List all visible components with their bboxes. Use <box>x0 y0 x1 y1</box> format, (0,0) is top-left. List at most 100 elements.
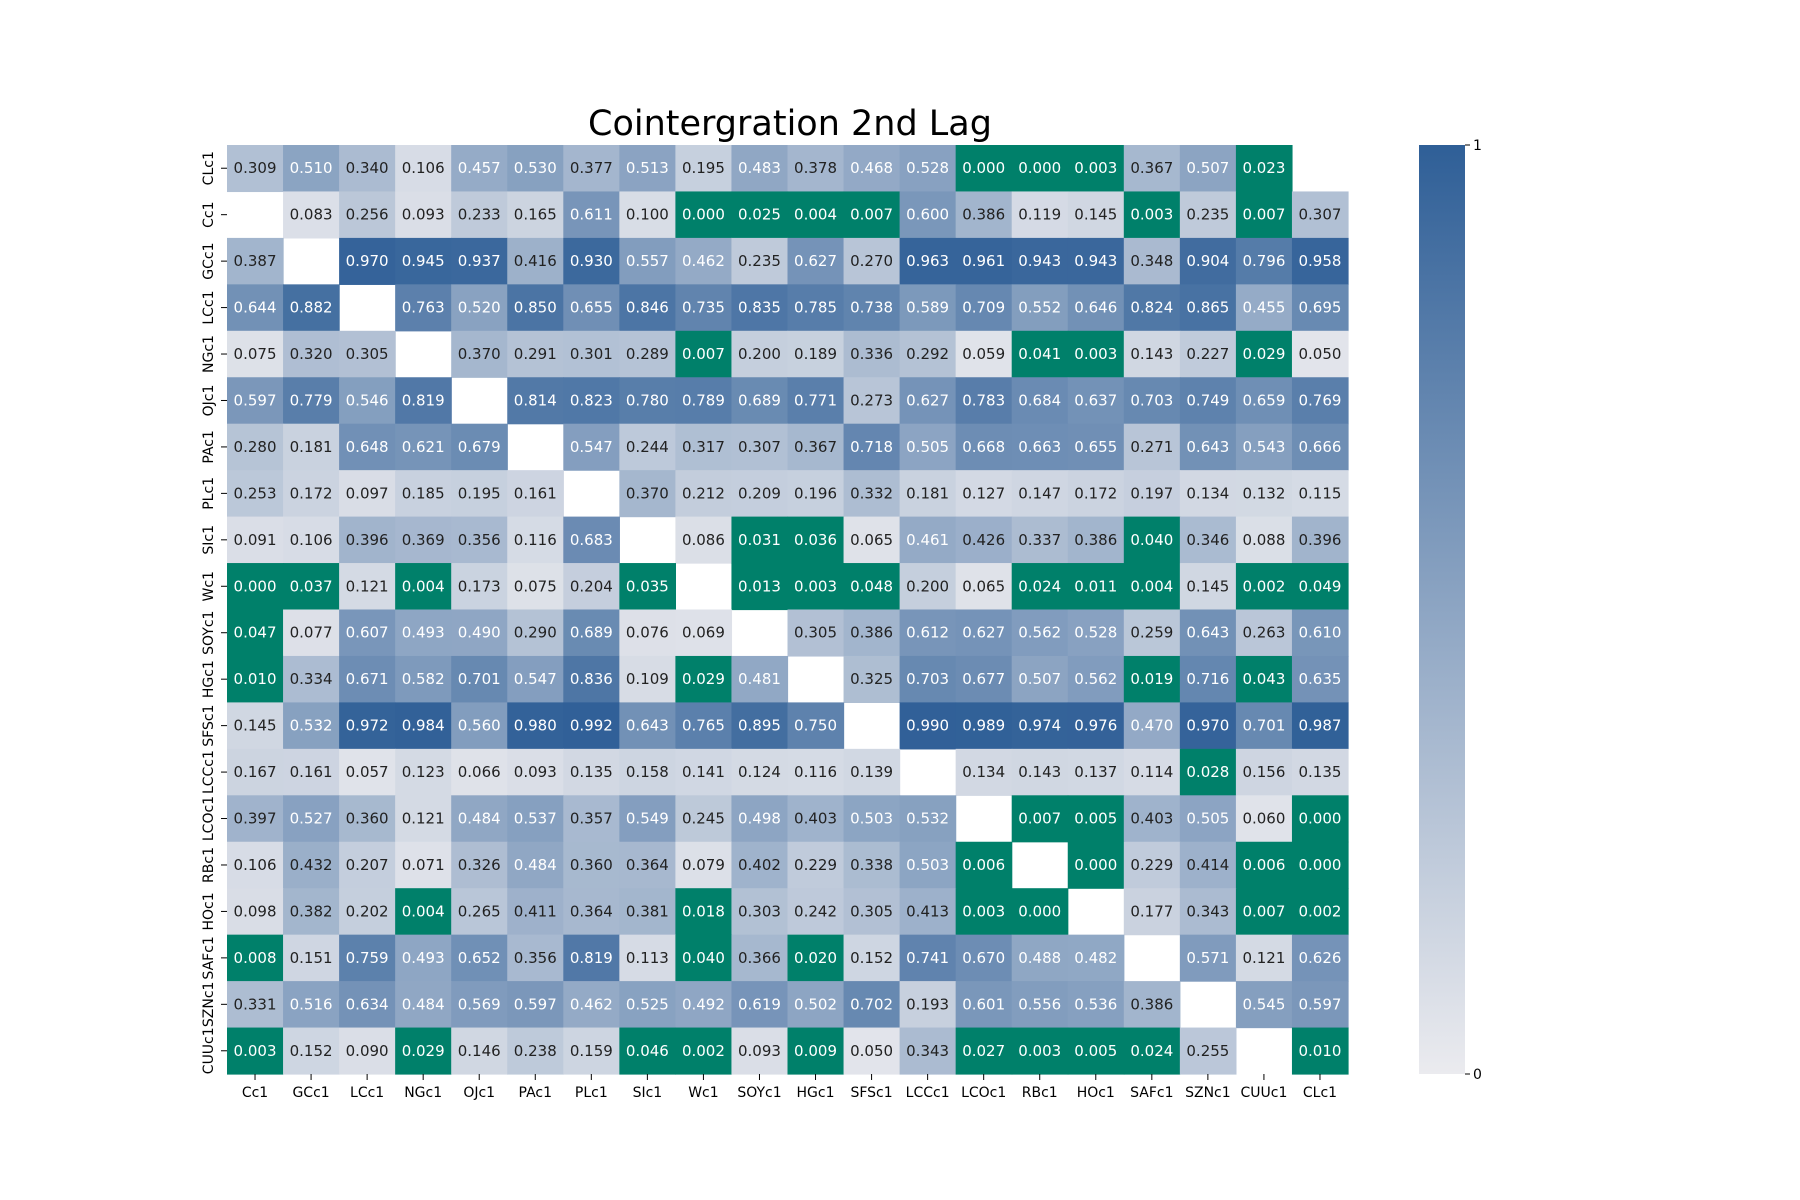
cell-value-label: 0.990 <box>906 717 949 735</box>
cell-value-label: 0.326 <box>458 856 501 874</box>
cell-value-label: 0.197 <box>1130 484 1173 502</box>
cell-value-label: 0.195 <box>458 484 501 502</box>
cell-value-label: 0.004 <box>402 577 445 595</box>
heatmap-cell <box>1235 145 1293 193</box>
heatmap-cell <box>675 702 733 750</box>
heatmap-cell <box>787 841 845 889</box>
heatmap-cell <box>619 748 676 796</box>
cell-value-label: 0.029 <box>402 1042 445 1060</box>
cell-value-label: 0.037 <box>290 577 333 595</box>
cell-value-label: 0.007 <box>1242 902 1285 920</box>
cell-value-label: 0.235 <box>738 252 781 270</box>
heatmap-cell <box>955 145 1013 193</box>
heatmap-cell <box>451 191 508 239</box>
cell-value-label: 0.498 <box>738 810 781 828</box>
cell-value-label: 0.059 <box>962 345 1005 363</box>
x-tick-label: LCOc1 <box>961 1085 1006 1101</box>
heatmap-cell <box>1179 795 1237 843</box>
heatmap-cell <box>955 841 1013 889</box>
heatmap-cell <box>843 330 901 378</box>
heatmap-cell <box>227 841 284 889</box>
heatmap-cell <box>843 145 901 193</box>
cell-value-label: 0.709 <box>962 299 1005 317</box>
heatmap-cell <box>1235 934 1293 982</box>
heatmap-cell <box>675 191 733 239</box>
heatmap-cell <box>451 1027 508 1075</box>
cell-value-label: 0.196 <box>794 484 837 502</box>
heatmap-cell <box>1011 795 1069 843</box>
heatmap-cell <box>1123 284 1181 332</box>
cell-value-label: 0.552 <box>1018 299 1061 317</box>
y-tick-label: SAFc1 <box>201 936 217 979</box>
heatmap-cells: 0.309 0.510 0.340 0.106 0.457 0.530 0.377 0.513… <box>227 145 1349 1075</box>
x-tick-label: HGc1 <box>797 1085 835 1101</box>
heatmap-cell <box>1123 702 1181 750</box>
cell-value-label: 0.666 <box>1298 438 1341 456</box>
heatmap-cell <box>843 795 901 843</box>
y-tick-label: CUUc1 <box>201 1027 217 1074</box>
cell-value-label: 0.124 <box>738 763 781 781</box>
heatmap-cell <box>1179 516 1237 564</box>
cell-value-label: 0.462 <box>682 252 725 270</box>
heatmap-cell <box>1235 423 1293 471</box>
heatmap-cell <box>1291 934 1349 982</box>
heatmap-cell <box>283 609 340 657</box>
heatmap-cell <box>451 748 508 796</box>
heatmap-cell <box>339 516 396 564</box>
cell-value-label: 0.050 <box>1298 345 1341 363</box>
cell-value-label: 0.455 <box>1242 299 1285 317</box>
heatmap-cell <box>787 702 845 750</box>
cell-value-label: 0.088 <box>1242 531 1285 549</box>
cell-value-label: 0.049 <box>1298 577 1341 595</box>
heatmap-cell <box>283 516 340 564</box>
heatmap-cell <box>283 423 340 471</box>
cell-value-label: 0.041 <box>1018 345 1061 363</box>
heatmap-cell <box>1179 563 1237 611</box>
heatmap-cell <box>451 237 508 285</box>
heatmap-cell <box>787 237 845 285</box>
cell-value-label: 0.172 <box>290 484 333 502</box>
heatmap-cell <box>1235 655 1293 703</box>
heatmap-cell <box>1179 655 1237 703</box>
cell-value-label: 0.457 <box>458 159 501 177</box>
heatmap-cell <box>507 981 564 1029</box>
heatmap-cell <box>507 609 564 657</box>
heatmap-cell <box>619 284 676 332</box>
heatmap-cell <box>843 888 901 936</box>
heatmap-cell <box>227 423 284 471</box>
heatmap-cell <box>451 981 508 1029</box>
heatmap-cell <box>283 284 340 332</box>
cell-value-label: 0.597 <box>234 391 277 409</box>
cell-value-label: 0.387 <box>234 252 277 270</box>
cell-value-label: 0.610 <box>1298 624 1341 642</box>
heatmap-cell <box>507 748 564 796</box>
heatmap-cell <box>1067 470 1125 518</box>
cell-value-label: 0.317 <box>682 438 725 456</box>
cell-value-label: 0.145 <box>1074 206 1117 224</box>
x-tick-label: SOYc1 <box>737 1085 781 1101</box>
heatmap-cell <box>899 934 957 982</box>
heatmap-cell <box>1291 888 1349 936</box>
cell-value-label: 0.090 <box>346 1042 389 1060</box>
heatmap-cell <box>955 330 1013 378</box>
heatmap-cell <box>1067 145 1125 193</box>
heatmap-cell <box>787 423 845 471</box>
cell-value-label: 0.000 <box>1298 810 1341 828</box>
cell-value-label: 0.507 <box>1186 159 1229 177</box>
x-tick-label: HOc1 <box>1077 1085 1115 1101</box>
heatmap-cell <box>339 888 396 936</box>
heatmap-cell <box>619 702 676 750</box>
y-tick-label: PAc1 <box>201 430 217 463</box>
cell-value-label: 0.235 <box>1186 206 1229 224</box>
cell-value-label: 0.571 <box>1186 949 1229 967</box>
cell-value-label: 0.461 <box>906 531 949 549</box>
cell-value-label: 0.364 <box>626 856 669 874</box>
heatmap-cell <box>731 423 789 471</box>
cell-value-label: 0.036 <box>794 531 837 549</box>
cell-value-label: 0.749 <box>1186 391 1229 409</box>
heatmap-cell <box>619 888 676 936</box>
heatmap-cell <box>731 888 789 936</box>
heatmap-cell <box>507 145 564 193</box>
cell-value-label: 0.426 <box>962 531 1005 549</box>
heatmap-cell <box>563 981 620 1029</box>
